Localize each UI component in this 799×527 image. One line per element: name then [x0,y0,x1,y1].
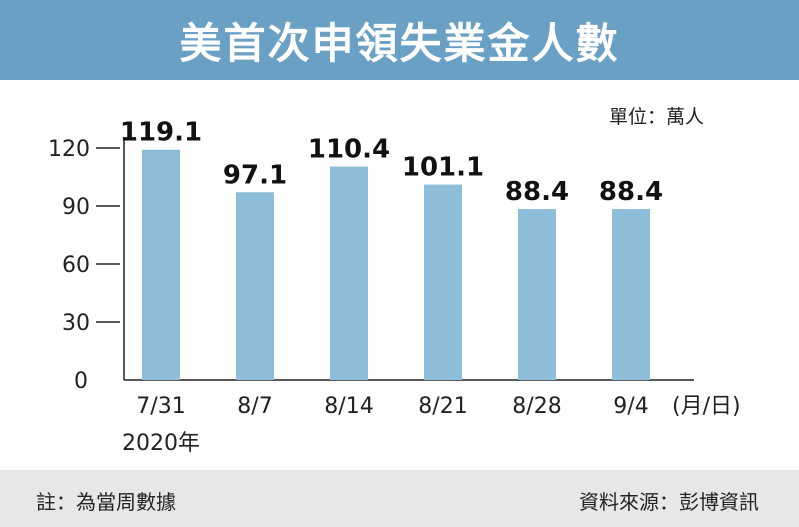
bar-chart: 0 30 60 90 120 119.1 7/31 97.1 8/7 110.4 8/14 101.1… [48,118,741,456]
bar [142,149,180,380]
x-tick-label: 8/7 [237,394,272,419]
x-year-label: 2020年 [122,431,200,456]
y-tick-label: 0 [74,369,88,394]
footnote: 註：為當周數據 [36,490,176,514]
bar-value-label: 101.1 [402,153,484,183]
data-source: 資料來源：彭博資訊 [579,490,759,514]
chart-area: 單位：萬人 0 30 60 90 120 119.1 7/31 97.1 8/7 110.4 8/1… [0,80,799,470]
x-tick-label: 8/28 [512,394,561,419]
bar [424,184,462,380]
unit-label: 單位：萬人 [608,106,704,128]
footer: 註：為當周數據 資料來源：彭博資訊 [0,470,799,527]
x-tick-label: 9/4 [613,394,648,419]
chart-title: 美首次申領失業金人數 [179,18,620,68]
y-tick-label: 30 [62,311,90,336]
bar-value-label: 88.4 [599,177,663,207]
bar-value-label: 88.4 [505,177,569,207]
bar-value-label: 119.1 [120,118,202,148]
bar-value-label: 97.1 [223,160,287,190]
bar [612,209,650,380]
title-bar: 美首次申領失業金人數 [0,0,799,80]
bar-value-label: 110.4 [308,135,390,165]
x-unit-label: (月/日) [672,394,741,419]
y-tick-label: 90 [62,195,90,220]
x-tick-label: 8/21 [418,394,467,419]
y-tick-label: 60 [62,253,90,278]
y-tick-label: 120 [48,137,90,162]
bar [330,166,368,380]
x-tick-label: 8/14 [324,394,373,419]
bar [236,192,274,380]
bar [518,209,556,380]
x-tick-label: 7/31 [136,394,185,419]
